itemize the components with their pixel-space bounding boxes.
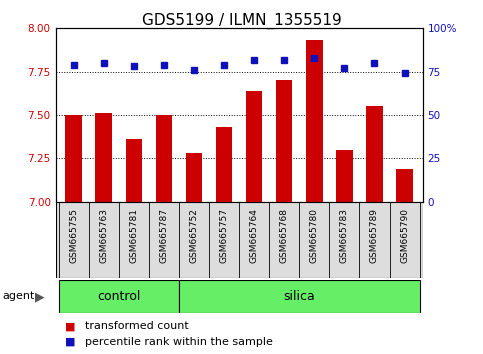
Text: GSM665780: GSM665780 (310, 208, 319, 263)
Text: GSM665789: GSM665789 (370, 208, 379, 263)
Bar (65, 115, 82, 202)
Text: agent: agent (2, 291, 35, 302)
Text: GSM665768: GSM665768 (280, 208, 289, 263)
Text: ▶: ▶ (35, 290, 44, 303)
Bar (336, 150, 353, 202)
Bar (276, 80, 293, 202)
Text: GSM665757: GSM665757 (220, 208, 228, 263)
Bar (56, 202, 423, 278)
Bar (246, 91, 262, 202)
Text: GSM665764: GSM665764 (250, 208, 258, 263)
Bar (156, 115, 172, 202)
Text: transformed count: transformed count (85, 321, 188, 331)
Text: GSM665787: GSM665787 (159, 208, 169, 263)
Bar (366, 106, 383, 202)
Text: ■: ■ (65, 337, 76, 347)
Text: silica: silica (284, 290, 315, 303)
Text: GSM665790: GSM665790 (400, 208, 409, 263)
Bar (185, 153, 202, 202)
Text: percentile rank within the sample: percentile rank within the sample (85, 337, 272, 347)
Text: GSM665763: GSM665763 (99, 208, 108, 263)
Text: GDS5199 / ILMN_1355519: GDS5199 / ILMN_1355519 (142, 12, 341, 29)
Bar (396, 169, 413, 202)
Bar (96, 113, 112, 202)
Bar (179, 280, 420, 313)
Text: GSM665783: GSM665783 (340, 208, 349, 263)
Text: GSM665781: GSM665781 (129, 208, 138, 263)
Bar (126, 139, 142, 202)
Text: GSM665755: GSM665755 (69, 208, 78, 263)
Text: ■: ■ (65, 321, 76, 331)
Bar (306, 40, 323, 202)
Text: GSM665752: GSM665752 (189, 208, 199, 263)
Text: control: control (97, 290, 141, 303)
Bar (58, 280, 179, 313)
Bar (216, 127, 232, 202)
